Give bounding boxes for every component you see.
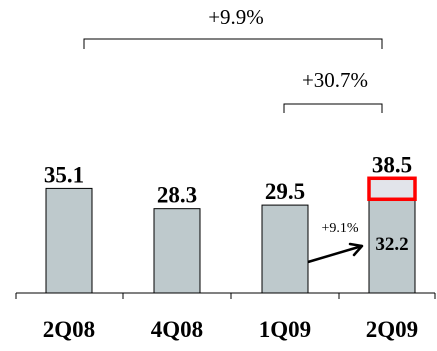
inner-value-label: 32.2: [375, 234, 408, 255]
tick-label-1q09: 1Q09: [259, 317, 311, 342]
value-label-4q08: 28.3: [157, 183, 197, 208]
bar-1q09: [261, 204, 309, 294]
bars: [45, 176, 417, 294]
bar-2q08: [45, 187, 93, 294]
growth-brackets: [83, 38, 383, 264]
tick-label-2q08: 2Q08: [43, 317, 95, 342]
bar-segment-highlight: [367, 176, 417, 202]
x-axis: [15, 292, 436, 299]
bracket-1q09-2q09: [283, 103, 383, 113]
annotation-growth-1: +9.9%: [208, 5, 264, 29]
tick-label-2q09: 2Q09: [366, 317, 418, 342]
growth-arrow-shaft: [307, 244, 363, 264]
labels: 2Q08 4Q08 1Q09 2Q09 35.1 28.3 29.5 38.5 32.2 +9.9…: [43, 5, 418, 342]
bracket-2q08-2q09: [83, 38, 383, 49]
annotation-growth-3: +9.1%: [321, 221, 358, 236]
annotation-growth-2: +30.7%: [302, 68, 368, 92]
value-label-1q09: 29.5: [265, 179, 305, 204]
bar-4q08: [153, 208, 201, 294]
value-label-2q09: 38.5: [372, 152, 412, 177]
value-label-2q08: 35.1: [44, 162, 84, 187]
tick-label-4q08: 4Q08: [151, 317, 203, 342]
growth-arrow-head: [348, 242, 364, 257]
